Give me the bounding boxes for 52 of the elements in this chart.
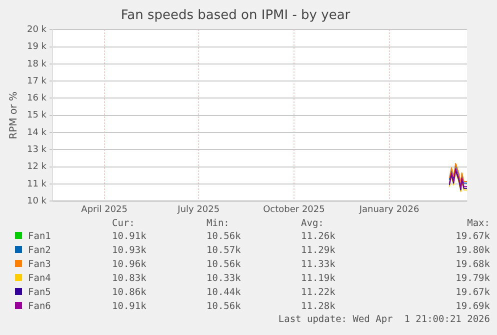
chart-title: Fan speeds based on IPMI - by year	[120, 8, 351, 24]
text: 10.33k	[206, 272, 242, 286]
y-tick-label: 17 k	[26, 76, 48, 86]
text: 11.33k	[301, 258, 336, 272]
text: 19.69k	[454, 300, 490, 314]
text: Max:	[466, 218, 490, 230]
text: 10.56k	[206, 300, 242, 314]
x-tick-label: October 2025	[263, 204, 325, 215]
text: Cur:	[112, 218, 136, 230]
text: 11.29k	[301, 244, 336, 258]
text: 11.26k	[301, 230, 336, 244]
text: 10.91k	[112, 230, 148, 244]
y-tick-label: 13 k	[26, 145, 48, 156]
text: 10.83k	[112, 272, 148, 286]
text: 10.44k	[206, 286, 242, 300]
text: 11.28k	[301, 300, 336, 314]
y-tick-label: 18 k	[26, 59, 48, 70]
text: 19.67k	[454, 286, 490, 300]
legend-label: Fan2	[27, 244, 52, 258]
text: 10.96k	[112, 258, 148, 272]
text: 10.93k	[112, 244, 148, 258]
text: 10.86k	[112, 286, 148, 300]
legend-label: Fan6	[27, 300, 52, 314]
y-axis-title: RPM or %	[8, 92, 20, 140]
text: 10.57k	[206, 244, 242, 258]
legend-label: Fan1	[27, 230, 52, 244]
y-tick-label: 10 k	[26, 196, 48, 207]
text: Avg:	[301, 218, 325, 230]
legend-label: Fan4	[27, 272, 52, 286]
text: 10.56k	[206, 258, 242, 272]
text: 19.67k	[454, 230, 490, 244]
y-tick-label: 15 k	[26, 110, 48, 121]
legend-label: Fan5	[27, 286, 52, 300]
y-tick-label: 19 k	[26, 42, 48, 52]
text: Min:	[206, 218, 230, 230]
x-tick-label: January 2026	[358, 204, 420, 215]
text: 10.91k	[112, 300, 148, 314]
text: 19.68k	[454, 258, 490, 272]
y-tick-label: 20 k	[26, 24, 48, 35]
text: 19.79k	[454, 272, 490, 286]
text: 19.80k	[454, 244, 490, 258]
text: Last update: Wed Apr 1 21:00:21 2026	[277, 314, 490, 326]
y-tick-label: 16 k	[26, 94, 48, 104]
y-tick-label: 12 k	[26, 162, 48, 172]
y-tick-label: 14 k	[26, 128, 48, 138]
text: 11.22k	[301, 286, 336, 300]
y-tick-label: 11 k	[26, 179, 48, 190]
x-tick-label: April 2025	[81, 204, 128, 215]
legend-label: Fan3	[27, 258, 52, 272]
text: 10.56k	[206, 230, 242, 244]
text: 11.19k	[301, 272, 336, 286]
x-tick-label: July 2025	[176, 204, 220, 215]
